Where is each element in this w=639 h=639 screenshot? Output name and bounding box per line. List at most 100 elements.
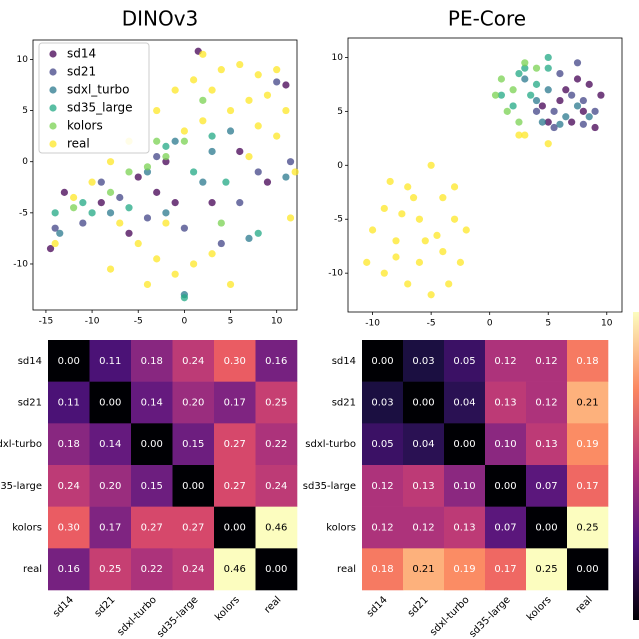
heat-cell <box>362 548 404 591</box>
point <box>450 183 459 191</box>
x-tick-label: kolors <box>213 594 242 623</box>
cell-label: 0.12 <box>494 356 516 367</box>
point <box>462 226 470 234</box>
point <box>153 152 161 161</box>
heat-cell <box>131 465 173 507</box>
cell-label: 0.17 <box>576 481 598 492</box>
point <box>79 219 87 227</box>
y-tick-label: real <box>23 564 42 575</box>
point <box>579 96 587 105</box>
cell-label: 0.25 <box>535 564 557 575</box>
point <box>497 91 505 99</box>
point <box>550 123 558 132</box>
point <box>245 234 253 243</box>
point <box>106 158 115 166</box>
heat-cell <box>48 381 90 424</box>
point <box>591 107 599 115</box>
point <box>415 258 424 266</box>
x-tick-label: sd21 <box>406 594 431 619</box>
point <box>421 237 429 245</box>
heat-cell <box>89 506 132 549</box>
point <box>217 66 225 74</box>
point <box>143 280 152 289</box>
cell-label: 0.00 <box>453 439 475 450</box>
legend-marker <box>49 68 57 76</box>
legend-marker <box>49 140 57 148</box>
point <box>456 258 465 266</box>
heat-cell <box>214 465 256 507</box>
heat-cell <box>255 423 298 466</box>
y-tick-label: 10 <box>17 55 29 65</box>
point <box>208 132 216 140</box>
point <box>236 60 244 69</box>
x-tick-label: 0 <box>487 319 493 329</box>
heat-cell <box>444 548 486 591</box>
x-tick-label: kolors <box>525 594 554 623</box>
point <box>199 178 207 186</box>
point <box>544 53 552 62</box>
cell-label: 0.25 <box>265 398 287 409</box>
heat-cell <box>89 423 132 466</box>
point <box>180 224 188 232</box>
cell-label: 0.27 <box>224 439 246 450</box>
heat-cell <box>172 340 215 382</box>
heat-cell <box>567 423 609 466</box>
cell-label: 0.14 <box>99 439 121 450</box>
point <box>56 229 64 237</box>
x-tick-label: 0 <box>182 317 188 327</box>
point <box>51 239 59 248</box>
cell-label: 0.13 <box>535 439 557 450</box>
point <box>527 91 535 99</box>
point <box>532 107 541 115</box>
x-tick-label: -10 <box>85 317 100 327</box>
x-tick-label: sdxl-turbo <box>428 594 472 638</box>
heat-cell <box>362 465 404 507</box>
point <box>88 209 96 217</box>
cell-label: 0.12 <box>371 481 393 492</box>
point <box>171 86 179 94</box>
point <box>409 194 418 202</box>
cell-label: 0.14 <box>141 398 163 409</box>
point <box>263 91 272 99</box>
cell-label: 0.10 <box>453 481 475 492</box>
point <box>143 163 152 171</box>
cell-label: 0.12 <box>535 398 557 409</box>
heat-cell <box>362 423 404 466</box>
point <box>544 118 552 126</box>
cell-label: 0.00 <box>535 523 557 534</box>
cell-label: 0.22 <box>265 439 287 450</box>
y-tick-label: sd35-large <box>303 481 356 492</box>
cell-label: 0.11 <box>58 398 80 409</box>
x-tick-label: -10 <box>365 319 380 329</box>
point <box>532 96 541 105</box>
heat-cell <box>362 381 404 424</box>
point <box>544 86 552 94</box>
heat-cell <box>172 381 215 424</box>
point <box>386 177 394 186</box>
cell-label: 0.21 <box>412 564 434 575</box>
legend-label: sdxl_turbo <box>67 83 130 97</box>
cell-label: 0.30 <box>58 523 80 534</box>
point <box>273 66 281 74</box>
x-tick-label: -15 <box>39 317 54 327</box>
cell-label: 0.21 <box>576 398 598 409</box>
cell-label: 0.12 <box>535 356 557 367</box>
point <box>544 64 552 72</box>
point <box>106 209 115 217</box>
point <box>404 280 412 288</box>
cell-label: 0.46 <box>265 523 287 534</box>
point <box>116 193 124 202</box>
point <box>573 59 582 67</box>
heat-cell <box>485 340 527 382</box>
point <box>491 91 500 99</box>
point <box>51 224 59 232</box>
point <box>433 231 441 240</box>
point <box>263 178 272 186</box>
heat-cell <box>214 381 256 424</box>
point <box>125 229 133 237</box>
point <box>153 106 161 115</box>
legend-label: sd35_large <box>67 101 133 115</box>
point <box>273 78 281 86</box>
cell-label: 0.07 <box>535 481 557 492</box>
